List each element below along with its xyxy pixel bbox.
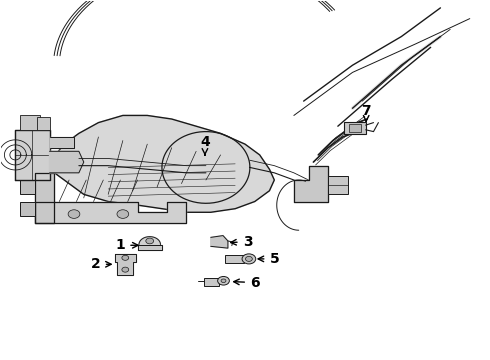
Bar <box>20 180 35 194</box>
Circle shape <box>117 210 129 219</box>
Circle shape <box>221 279 226 283</box>
Polygon shape <box>35 173 54 223</box>
Polygon shape <box>211 235 228 248</box>
Circle shape <box>122 255 129 260</box>
Text: 7: 7 <box>361 104 371 121</box>
Polygon shape <box>139 237 160 244</box>
Bar <box>328 176 347 194</box>
Text: 6: 6 <box>234 275 260 289</box>
Polygon shape <box>49 137 74 148</box>
Text: 3: 3 <box>231 235 252 249</box>
Bar <box>344 122 366 134</box>
Text: 2: 2 <box>91 257 111 271</box>
Bar <box>20 116 40 130</box>
Circle shape <box>122 267 129 272</box>
Text: 5: 5 <box>258 252 279 266</box>
Bar <box>37 117 49 130</box>
Circle shape <box>68 210 80 219</box>
Circle shape <box>245 256 252 261</box>
Polygon shape <box>138 244 162 250</box>
Polygon shape <box>49 151 84 173</box>
Polygon shape <box>115 253 136 275</box>
Circle shape <box>242 254 256 264</box>
Circle shape <box>146 238 154 244</box>
Text: 1: 1 <box>116 238 138 252</box>
Polygon shape <box>45 116 274 212</box>
Polygon shape <box>15 130 49 180</box>
Text: 4: 4 <box>200 135 210 155</box>
Bar <box>349 125 361 132</box>
Polygon shape <box>35 202 186 223</box>
Bar <box>204 278 219 286</box>
Circle shape <box>218 276 229 285</box>
Polygon shape <box>294 166 328 202</box>
Bar <box>225 255 244 263</box>
Bar <box>20 202 35 216</box>
